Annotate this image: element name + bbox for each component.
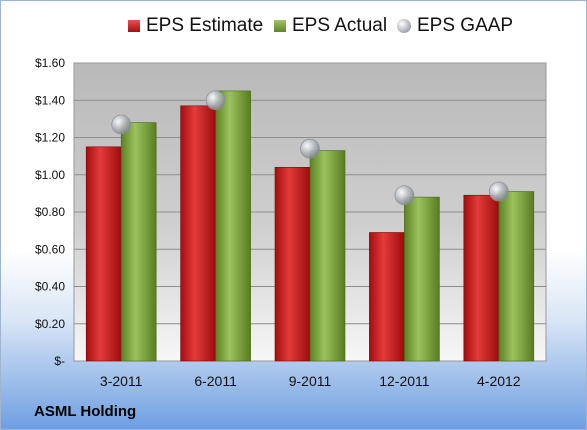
legend: EPS Estimate EPS Actual EPS GAAP — [1, 15, 586, 45]
y-tick-label: $0.40 — [35, 280, 65, 294]
y-tick-label: $1.00 — [35, 168, 65, 182]
bar-eps-actual-9-2011 — [309, 150, 346, 362]
company-label: ASML Holding — [34, 403, 137, 420]
y-tick-label: $1.60 — [35, 56, 65, 70]
marker-eps-gaap-3-2011 — [111, 114, 132, 135]
x-tick-label: 9-2011 — [289, 373, 332, 389]
marker-eps-gaap-4-2012 — [488, 181, 509, 202]
legend-label-eps-actual: EPS Actual — [292, 15, 388, 36]
y-tick-label: $1.40 — [35, 93, 65, 107]
x-tick-label: 4-2012 — [477, 373, 521, 389]
x-tick-label: 3-2011 — [100, 373, 143, 389]
y-tick-label: $0.20 — [35, 317, 65, 331]
marker-eps-gaap-9-2011 — [300, 138, 320, 159]
legend-swatch-eps-actual — [274, 20, 286, 32]
bar-eps-actual-3-2011 — [120, 122, 157, 362]
y-tick-label: $1.20 — [35, 131, 65, 145]
legend-item-eps-actual: EPS Actual — [274, 15, 387, 37]
legend-label-eps-gaap: EPS GAAP — [417, 15, 514, 36]
bar-eps-actual-4-2012 — [498, 191, 535, 362]
legend-swatch-eps-estimate — [128, 20, 140, 32]
y-tick-label: $0.80 — [35, 205, 65, 219]
x-tick-label: 6-2011 — [194, 373, 237, 389]
marker-eps-gaap-12-2011 — [394, 185, 415, 206]
marker-eps-gaap-6-2011 — [205, 90, 226, 111]
bar-eps-actual-6-2011 — [215, 90, 251, 362]
bar-eps-estimate-9-2011 — [274, 167, 311, 362]
legend-label-eps-estimate: EPS Estimate — [146, 15, 264, 36]
legend-swatch-eps-gaap — [397, 19, 411, 33]
bar-eps-estimate-4-2012 — [463, 194, 500, 362]
bar-eps-estimate-6-2011 — [180, 105, 216, 362]
y-tick-label: $0.60 — [35, 242, 65, 256]
bar-eps-actual-12-2011 — [404, 196, 440, 362]
bar-eps-estimate-12-2011 — [369, 232, 405, 362]
x-tick-label: 12-2011 — [379, 373, 430, 389]
eps-chart: $- $0.20 $0.40 $0.60 $0.80 $1.00 $1.20 $1.40 $1.… — [35, 56, 547, 389]
legend-item-eps-estimate: EPS Estimate — [128, 15, 263, 37]
bar-eps-estimate-3-2011 — [85, 146, 122, 362]
legend-item-eps-gaap: EPS GAAP — [397, 15, 513, 37]
y-tick-label: $- — [54, 354, 65, 368]
